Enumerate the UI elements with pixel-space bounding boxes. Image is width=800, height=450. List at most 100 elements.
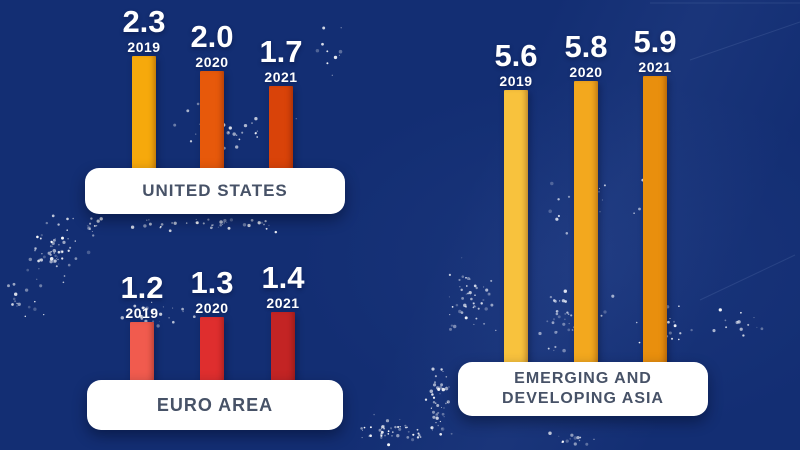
- particle-dot: [369, 434, 372, 438]
- particle-dot: [61, 236, 64, 240]
- particle-dot: [440, 368, 443, 371]
- particle-dot: [172, 307, 174, 309]
- particle-dot: [219, 224, 222, 227]
- particle-dot: [143, 224, 147, 228]
- particle-dot: [232, 132, 236, 136]
- particle-dot: [464, 316, 468, 320]
- particle-dot: [430, 426, 434, 430]
- particle-dot: [12, 302, 14, 304]
- particle-dot: [585, 442, 589, 446]
- particle-dot: [432, 383, 437, 387]
- region-label-box-emerging-asia: EMERGING AND DEVELOPING ASIA: [458, 362, 708, 416]
- particle-dot: [739, 327, 743, 331]
- particle-dot: [552, 299, 556, 302]
- value-label: 5.6: [494, 38, 538, 74]
- particle-dot: [260, 221, 264, 224]
- particle-dot: [549, 295, 553, 299]
- particle-dot: [465, 305, 467, 308]
- particle-dot: [11, 303, 13, 305]
- year-label: 2019: [499, 73, 533, 90]
- particle-dot: [226, 131, 230, 135]
- particle-dot: [168, 229, 172, 233]
- particle-dot: [593, 438, 595, 440]
- particle-dot: [228, 126, 232, 130]
- particle-dot: [36, 278, 38, 280]
- particle-dot: [430, 427, 432, 429]
- particle-dot: [450, 324, 454, 327]
- particle-dot: [90, 217, 93, 220]
- particle-dot: [394, 425, 397, 429]
- particle-dot: [321, 42, 324, 46]
- particle-dot: [96, 219, 100, 223]
- particle-dot: [7, 284, 10, 288]
- constellation-line: [699, 254, 796, 301]
- particle-dot: [441, 387, 446, 392]
- particle-dot: [86, 250, 91, 255]
- particle-dot: [181, 307, 184, 311]
- year-label: 2020: [569, 63, 603, 80]
- particle-dot: [223, 218, 227, 223]
- particle-dot: [387, 443, 391, 447]
- particle-dot: [473, 284, 477, 288]
- particle-dot: [490, 279, 493, 282]
- particle-dot: [254, 132, 257, 135]
- particle-dot: [35, 248, 37, 250]
- value-label: 1.3: [190, 264, 234, 300]
- particle-dot: [268, 224, 270, 227]
- particle-dot: [387, 433, 390, 435]
- particle-dot: [569, 438, 571, 440]
- particle-dot: [450, 432, 453, 435]
- particle-dot: [551, 321, 555, 325]
- particle-dot: [362, 429, 364, 431]
- particle-dot: [99, 217, 103, 221]
- particle-dot: [160, 223, 164, 226]
- particle-dot: [678, 305, 680, 308]
- particle-dot: [473, 323, 475, 325]
- particle-dot: [747, 323, 750, 326]
- particle-dot: [38, 268, 40, 270]
- particle-dot: [611, 294, 615, 298]
- particle-dot: [27, 305, 31, 309]
- particle-dot: [33, 307, 37, 311]
- particle-dot: [439, 420, 442, 423]
- particle-dot: [24, 315, 27, 318]
- particle-dot: [373, 413, 375, 416]
- particle-dot: [229, 218, 234, 222]
- particle-dot: [446, 386, 448, 388]
- particle-dot: [61, 257, 64, 260]
- particle-dot: [461, 296, 465, 300]
- particle-dot: [488, 292, 491, 295]
- particle-dot: [554, 330, 558, 334]
- particle-dot: [212, 226, 213, 228]
- particle-dot: [470, 297, 473, 301]
- particle-dot: [484, 307, 488, 311]
- particle-dot: [443, 407, 445, 409]
- particle-dot: [52, 249, 57, 253]
- particle-dot: [557, 315, 561, 319]
- particle-dot: [189, 140, 193, 143]
- particle-dot: [472, 302, 475, 305]
- particle-dot: [443, 416, 445, 418]
- particle-dot: [185, 222, 188, 224]
- particle-dot: [441, 412, 445, 416]
- particle-dot: [172, 320, 175, 324]
- particle-dot: [558, 435, 560, 437]
- particle-dot: [561, 299, 566, 303]
- particle-dot: [34, 300, 36, 303]
- particle-dot: [162, 306, 164, 308]
- particle-dot: [576, 435, 580, 440]
- particle-dot: [159, 226, 162, 229]
- particle-dot: [34, 249, 36, 252]
- particle-dot: [37, 259, 40, 263]
- particle-dot: [74, 257, 78, 260]
- particle-dot: [406, 426, 408, 429]
- particle-dot: [223, 222, 226, 224]
- particle-dot: [72, 217, 75, 220]
- particle-dot: [669, 317, 671, 320]
- particle-dot: [60, 249, 64, 254]
- particle-dot: [458, 309, 462, 314]
- particle-dot: [564, 313, 566, 315]
- particle-dot: [391, 435, 393, 437]
- particle-dot: [412, 433, 415, 436]
- particle-dot: [67, 263, 71, 267]
